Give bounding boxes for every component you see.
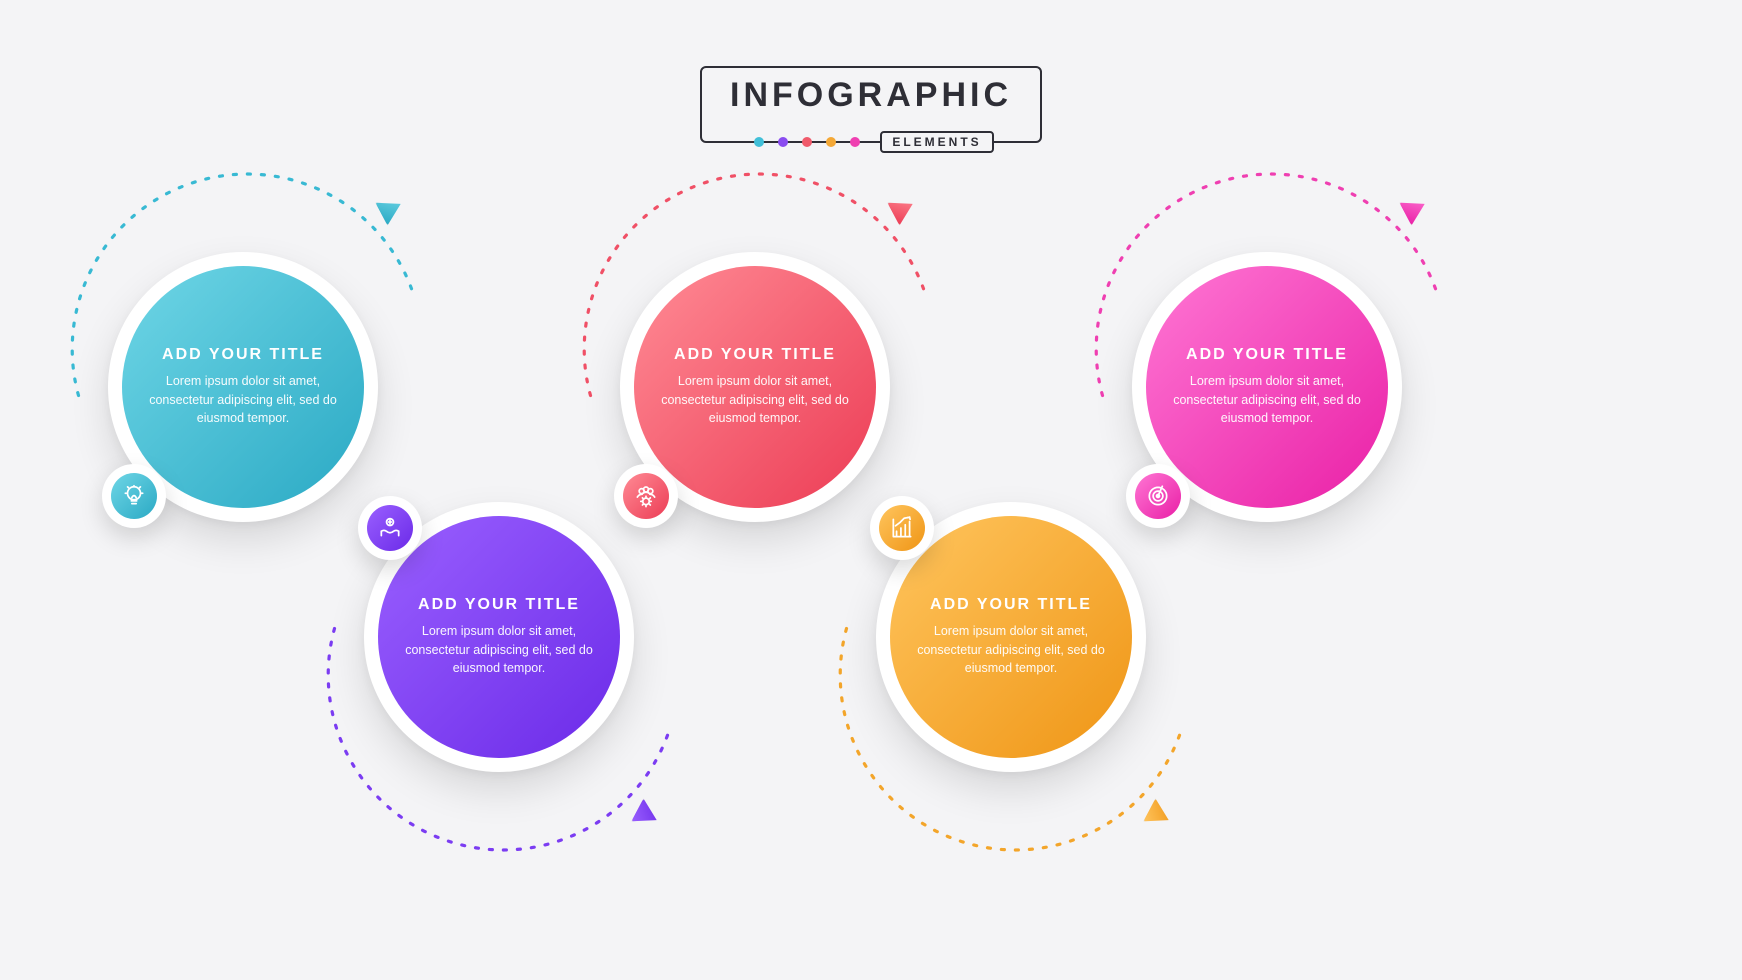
icon-badge [358, 496, 422, 560]
step-title: ADD YOUR TITLE [930, 596, 1092, 614]
header-sub: ELEMENTS [702, 131, 1040, 153]
step-3: ADD YOUR TITLE Lorem ipsum dolor sit amet… [620, 252, 890, 522]
step-4: ADD YOUR TITLE Lorem ipsum dolor sit amet… [876, 502, 1146, 772]
hands-coin-icon [367, 505, 413, 551]
step-5: ADD YOUR TITLE Lorem ipsum dolor sit amet… [1132, 252, 1402, 522]
circle-disc: ADD YOUR TITLE Lorem ipsum dolor sit amet… [122, 266, 364, 508]
flow-arrowhead [631, 798, 663, 831]
flow-arrowhead [1399, 192, 1431, 225]
lightbulb-icon [111, 473, 157, 519]
step-1: ADD YOUR TITLE Lorem ipsum dolor sit amet… [108, 252, 378, 522]
step-title: ADD YOUR TITLE [418, 596, 580, 614]
dot-2 [778, 137, 788, 147]
step-body: Lorem ipsum dolor sit amet, consectetur … [916, 622, 1106, 678]
icon-badge [1126, 464, 1190, 528]
step-body: Lorem ipsum dolor sit amet, consectetur … [148, 372, 338, 428]
header-box: INFOGRAPHIC ELEMENTS [700, 66, 1042, 143]
circle-disc: ADD YOUR TITLE Lorem ipsum dolor sit amet… [378, 516, 620, 758]
dot-3 [802, 137, 812, 147]
step-body: Lorem ipsum dolor sit amet, consectetur … [660, 372, 850, 428]
flow-arrowhead [887, 192, 919, 225]
main-title: INFOGRAPHIC [730, 76, 1012, 115]
icon-badge [870, 496, 934, 560]
team-gear-icon [623, 473, 669, 519]
step-title: ADD YOUR TITLE [674, 346, 836, 364]
subtitle-badge: ELEMENTS [880, 131, 993, 153]
step-2: ADD YOUR TITLE Lorem ipsum dolor sit amet… [364, 502, 634, 772]
dot-5 [850, 137, 860, 147]
bar-growth-icon [879, 505, 925, 551]
dot-4 [826, 137, 836, 147]
icon-badge [102, 464, 166, 528]
step-title: ADD YOUR TITLE [162, 346, 324, 364]
dot-1 [754, 137, 764, 147]
flow-arrowhead [1143, 798, 1175, 831]
step-title: ADD YOUR TITLE [1186, 346, 1348, 364]
circle-disc: ADD YOUR TITLE Lorem ipsum dolor sit amet… [634, 266, 876, 508]
step-body: Lorem ipsum dolor sit amet, consectetur … [1172, 372, 1362, 428]
flow-arrowhead [375, 192, 407, 225]
target-signal-icon [1135, 473, 1181, 519]
palette-dots [748, 137, 866, 147]
step-body: Lorem ipsum dolor sit amet, consectetur … [404, 622, 594, 678]
icon-badge [614, 464, 678, 528]
header: INFOGRAPHIC ELEMENTS [700, 66, 1042, 143]
circle-disc: ADD YOUR TITLE Lorem ipsum dolor sit amet… [890, 516, 1132, 758]
circle-disc: ADD YOUR TITLE Lorem ipsum dolor sit amet… [1146, 266, 1388, 508]
